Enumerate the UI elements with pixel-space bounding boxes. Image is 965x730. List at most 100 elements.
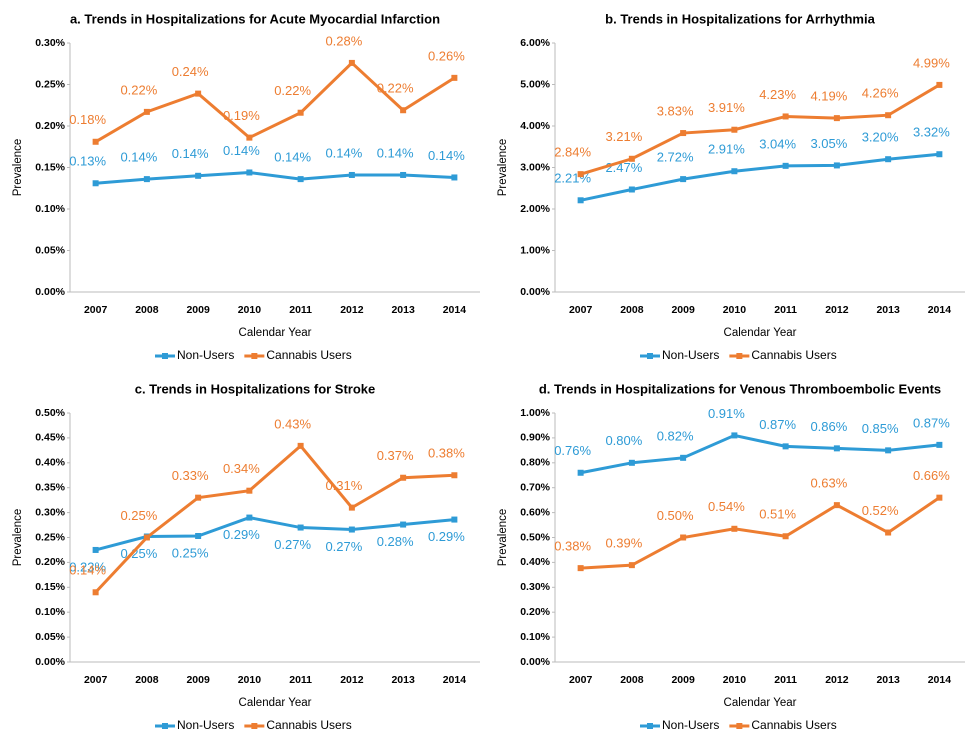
legend-label: Cannabis Users [266,718,351,730]
marker [936,81,943,88]
data-label: 3.32% [913,125,950,140]
marker [143,108,150,115]
data-label: 0.14% [172,146,209,161]
x-tick-label: 2011 [774,674,797,686]
legend-marker [251,353,258,359]
x-tick-label: 2013 [391,674,415,686]
data-label: 0.66% [913,468,950,483]
data-label: 0.28% [377,534,414,549]
data-label: 3.21% [605,129,642,144]
marker [628,186,635,193]
line-series [580,433,940,475]
x-tick-label: 2010 [723,304,747,316]
marker [348,526,355,533]
marker [195,172,202,179]
y-axis-title: Prevalence [497,139,509,197]
x-axis-title: Calendar Year [239,327,312,339]
data-label: 0.23% [69,559,106,574]
marker [782,443,789,450]
data-label: 0.14% [223,143,260,158]
data-label: 0.54% [708,499,745,514]
marker [451,74,458,81]
data-label: 0.14% [377,145,414,160]
legend-label: Non-Users [662,718,719,730]
y-tick-label: 0.60% [520,506,550,518]
data-label: 0.37% [377,448,414,463]
y-tick-label: 0.40% [35,457,65,469]
legend-marker [736,723,743,729]
x-tick-label: 2007 [569,674,593,686]
marker [577,197,584,204]
x-tick-label: 2009 [671,304,695,316]
y-tick-label: 0.50% [520,531,550,543]
marker [400,521,407,528]
legend-label: Non-Users [662,348,719,362]
y-tick-label: 5.00% [520,78,550,90]
data-label: 0.25% [120,508,157,523]
y-tick-label: 0.00% [35,286,65,298]
data-label: 0.38% [554,539,591,554]
legend-label: Cannabis Users [266,348,351,362]
marker [143,176,150,183]
data-label: 0.27% [325,539,362,554]
line-series [580,152,940,202]
x-tick-label: 2009 [186,674,210,686]
x-tick-label: 2010 [723,674,747,686]
y-axis-title: Prevalence [497,509,509,567]
data-label: 0.24% [172,64,209,79]
data-label: 0.19% [223,108,260,123]
x-tick-label: 2008 [135,674,159,686]
y-tick-label: 3.00% [520,161,550,173]
marker [348,171,355,178]
y-tick-label: 0.10% [35,606,65,618]
x-tick-label: 2011 [289,674,312,686]
x-axis-title: Calendar Year [724,697,797,709]
y-tick-label: 0.70% [520,481,550,493]
data-label: 0.22% [377,81,414,96]
legend-label: Non-Users [177,718,234,730]
chart-title: b. Trends in Hospitalizations for Arrhyt… [605,11,875,26]
data-label: 0.91% [708,406,745,421]
data-label: 0.50% [657,508,694,523]
marker [400,107,407,114]
y-axis-title: Prevalence [12,139,24,197]
y-tick-label: 0.20% [35,120,65,132]
marker [348,504,355,511]
marker [92,589,99,596]
legend-label: Cannabis Users [751,718,836,730]
data-label: 2.72% [657,150,694,165]
legend-marker [162,353,168,359]
marker [936,151,943,158]
x-tick-label: 2014 [443,304,467,316]
data-label: 0.33% [172,468,209,483]
marker [782,162,789,169]
marker [577,171,584,178]
x-tick-label: 2012 [340,674,364,686]
data-label: 0.80% [605,433,642,448]
marker [348,59,355,66]
data-label: 3.83% [657,103,694,118]
x-tick-label: 2009 [671,674,695,686]
marker [297,524,304,531]
x-tick-label: 2008 [620,304,644,316]
data-label: 0.43% [274,416,311,431]
y-tick-label: 0.20% [520,606,550,618]
x-tick-label: 2009 [186,304,210,316]
line-series [580,496,941,570]
y-axis-title: Prevalence [12,509,24,567]
legend-marker [736,353,743,359]
x-tick-label: 2011 [774,304,797,316]
legend-label: Cannabis Users [751,348,836,362]
data-label: 0.14% [274,150,311,165]
y-tick-label: 0.90% [520,432,550,444]
x-tick-label: 2007 [84,674,108,686]
marker [782,113,789,120]
data-label: 0.51% [759,507,796,522]
marker [885,112,892,119]
x-tick-label: 2013 [876,674,900,686]
y-tick-label: 0.10% [520,631,550,643]
data-label: 4.19% [810,89,847,104]
marker [297,109,304,116]
data-label: 0.76% [554,443,591,458]
data-label: 3.20% [862,130,899,145]
